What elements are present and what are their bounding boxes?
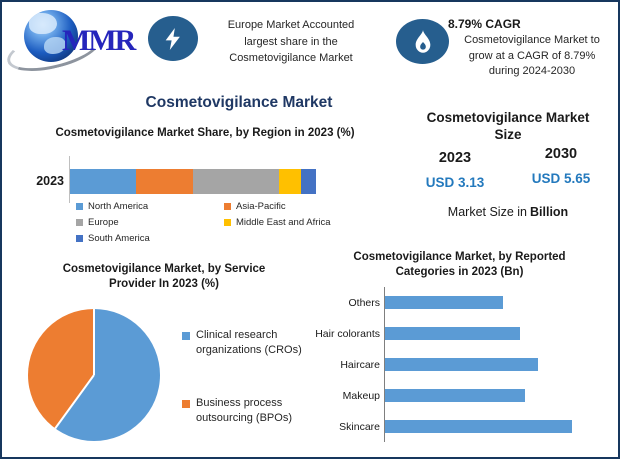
category-label: Others xyxy=(348,296,380,309)
category-label: Haircare xyxy=(340,358,380,371)
legend-label: Middle East and Africa xyxy=(236,217,331,228)
legend-label: Asia-Pacific xyxy=(236,201,286,212)
cagr-headline: 8.79% CAGR xyxy=(448,17,521,31)
region-legend-item: South America xyxy=(76,233,224,244)
flame-icon xyxy=(396,19,449,64)
bpos-swatch xyxy=(182,400,190,408)
service-chart-title: Cosmetovigilance Market, by Service Prov… xyxy=(62,263,266,291)
cagr-line2: grow at a CAGR of 8.79% xyxy=(468,49,596,62)
callout-europe-line2: largest share in the xyxy=(244,35,338,48)
region-segment-north-america xyxy=(70,169,137,194)
category-bar xyxy=(385,296,503,309)
region-axis-line xyxy=(69,156,70,203)
year-2030: 2030 xyxy=(544,146,578,163)
region-chart-title: Cosmetovigilance Market Share, by Region… xyxy=(55,127,355,139)
region-legend-item: Middle East and Africa xyxy=(224,217,342,228)
category-row: Skincare xyxy=(314,411,606,442)
legend-swatch xyxy=(76,219,83,226)
legend-label: South America xyxy=(88,233,150,244)
legend-label: North America xyxy=(88,201,149,212)
category-bar-area xyxy=(384,349,606,380)
region-legend-item: Europe xyxy=(76,217,224,228)
cros-label: Clinical research organizations (CROs) xyxy=(196,329,302,356)
category-row: Makeup xyxy=(314,380,606,411)
callout-cagr: 8.79% CAGR Cosmetovigilance Market to gr… xyxy=(446,16,618,80)
region-axis-label: 2023 xyxy=(36,174,64,188)
region-segment-europe xyxy=(193,169,280,194)
caption-regular: Market Size in xyxy=(447,205,527,220)
callout-europe-line1: Europe Market Accounted xyxy=(227,19,355,31)
category-bar xyxy=(385,358,539,371)
market-size-values: USD 3.13 USD 5.65 xyxy=(402,171,614,191)
region-segment-middle-east-and-africa xyxy=(279,169,302,194)
cros-swatch xyxy=(182,332,190,340)
market-size-title: Cosmetovigilance Market Size xyxy=(402,110,614,143)
market-size-caption: Market Size in Billion xyxy=(402,205,614,219)
category-chart-plot: Others Hair colorants Haircare Makeup Skinca… xyxy=(314,287,606,442)
region-legend-item: Asia-Pacific xyxy=(224,201,342,212)
cagr-line3: during 2024-2030 xyxy=(488,65,576,78)
year-2023: 2023 xyxy=(438,150,472,167)
pie-legend-item-cros: Clinical research organizations (CROs) xyxy=(182,328,324,358)
region-segment-asia-pacific xyxy=(136,169,193,194)
category-bar xyxy=(385,389,526,402)
region-legend: North America Asia-Pacific Europe Middle Ea… xyxy=(76,201,342,244)
pie-divider-top xyxy=(93,309,95,375)
market-size-title-line1: Cosmetovigilance Market xyxy=(426,110,590,125)
category-row: Haircare xyxy=(314,349,606,380)
category-bar-area xyxy=(384,287,606,318)
category-bar xyxy=(385,327,520,340)
category-label: Skincare xyxy=(339,420,380,433)
callout-europe-line3: Cosmetovigilance Market xyxy=(229,52,353,64)
category-chart-title: Cosmetovigilance Market, by Reported Cat… xyxy=(353,251,566,279)
bpos-label: Business process outsourcing (BPOs) xyxy=(196,397,292,424)
value-2030: USD 5.65 xyxy=(531,171,591,187)
region-legend-item: North America xyxy=(76,201,224,212)
category-row: Others xyxy=(314,287,606,318)
market-size-title-line2: Size xyxy=(494,126,522,142)
value-2023: USD 3.13 xyxy=(425,175,485,191)
cagr-line1: Cosmetovigilance Market to xyxy=(464,34,600,47)
logo-text: MMR xyxy=(62,24,136,57)
category-row: Hair colorants xyxy=(314,318,606,349)
legend-swatch xyxy=(224,219,231,226)
category-bar-area xyxy=(384,318,606,349)
callout-europe: Europe Market Accounted largest share in… xyxy=(198,17,384,67)
pie-legend-item-bpos: Business process outsourcing (BPOs) xyxy=(182,396,324,426)
legend-swatch xyxy=(76,203,83,210)
globe-icon xyxy=(24,10,78,62)
category-label: Makeup xyxy=(342,389,380,402)
category-bar-area xyxy=(384,380,606,411)
legend-label: Europe xyxy=(88,217,119,228)
flame-glyph xyxy=(415,29,430,53)
region-segment-south-america xyxy=(301,169,316,194)
legend-swatch xyxy=(224,203,231,210)
brand-logo: MMR xyxy=(3,8,160,80)
page-title: Cosmetovigilance Market xyxy=(145,94,333,111)
lightning-glyph xyxy=(165,27,180,50)
lightning-icon xyxy=(148,16,198,61)
category-bar-area xyxy=(384,411,606,442)
region-stacked-bar xyxy=(70,169,316,194)
market-size-panel: Cosmetovigilance Market Size 2023 2030 U… xyxy=(402,110,614,219)
category-label: Hair colorants xyxy=(315,327,380,340)
legend-swatch xyxy=(76,235,83,242)
caption-bold: Billion xyxy=(530,205,569,220)
market-size-years: 2023 2030 xyxy=(402,146,614,167)
category-bar xyxy=(385,420,572,433)
